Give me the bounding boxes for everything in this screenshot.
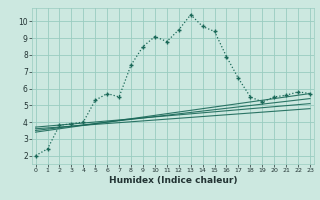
X-axis label: Humidex (Indice chaleur): Humidex (Indice chaleur) [108, 176, 237, 185]
